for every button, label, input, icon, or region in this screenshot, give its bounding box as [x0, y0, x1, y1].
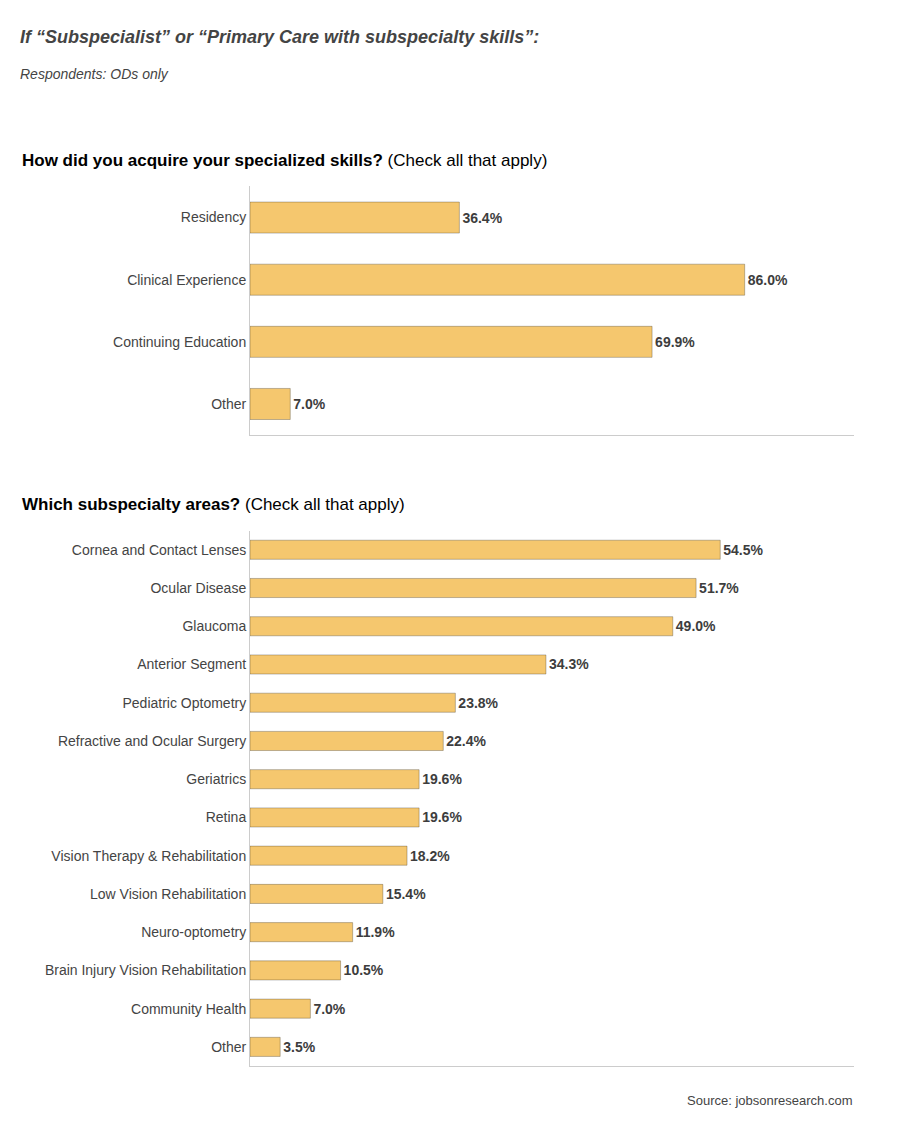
- svg-text:54.5%: 54.5%: [723, 542, 763, 558]
- svg-text:10.5%: 10.5%: [344, 962, 384, 978]
- svg-text:18.2%: 18.2%: [410, 848, 450, 864]
- svg-text:Cornea and Contact Lenses: Cornea and Contact Lenses: [72, 542, 246, 558]
- svg-text:34.3%: 34.3%: [549, 656, 589, 672]
- svg-text:22.4%: 22.4%: [446, 733, 486, 749]
- svg-text:Pediatric Optometry: Pediatric Optometry: [122, 695, 246, 711]
- svg-text:Ocular Disease: Ocular Disease: [150, 580, 246, 596]
- svg-text:69.9%: 69.9%: [655, 334, 695, 350]
- svg-text:Source: jobsonresearch.com: Source: jobsonresearch.com: [687, 1093, 852, 1108]
- svg-text:11.9%: 11.9%: [356, 924, 395, 940]
- svg-text:Glaucoma: Glaucoma: [182, 618, 246, 634]
- svg-text:Clinical Experience: Clinical Experience: [127, 272, 246, 288]
- svg-text:Low Vision Rehabilitation: Low Vision Rehabilitation: [90, 886, 246, 902]
- svg-text:Which subspecialty areas? (Che: Which subspecialty areas? (Check all tha…: [22, 495, 405, 514]
- svg-text:19.6%: 19.6%: [422, 809, 462, 825]
- svg-text:7.0%: 7.0%: [313, 1001, 345, 1017]
- svg-text:15.4%: 15.4%: [386, 886, 426, 902]
- svg-text:Residency: Residency: [181, 209, 246, 225]
- svg-text:23.8%: 23.8%: [458, 695, 498, 711]
- svg-text:Anterior Segment: Anterior Segment: [137, 656, 246, 672]
- svg-text:Respondents: ODs only: Respondents: ODs only: [20, 66, 169, 82]
- svg-text:Refractive and Ocular Surgery: Refractive and Ocular Surgery: [58, 733, 246, 749]
- svg-text:Continuing Education: Continuing Education: [113, 334, 246, 350]
- svg-text:86.0%: 86.0%: [748, 272, 788, 288]
- svg-text:Brain Injury Vision Rehabilita: Brain Injury Vision Rehabilitation: [45, 962, 246, 978]
- svg-text:7.0%: 7.0%: [293, 396, 325, 412]
- svg-text:Geriatrics: Geriatrics: [186, 771, 246, 787]
- svg-text:3.5%: 3.5%: [283, 1039, 315, 1055]
- svg-text:Retina: Retina: [206, 809, 247, 825]
- svg-text:Other: Other: [211, 1039, 246, 1055]
- svg-text:51.7%: 51.7%: [699, 580, 739, 596]
- svg-text:Other: Other: [211, 396, 246, 412]
- svg-text:Neuro-optometry: Neuro-optometry: [141, 924, 246, 940]
- svg-text:If “Subspecialist” or “Primary: If “Subspecialist” or “Primary Care with…: [20, 27, 539, 47]
- svg-text:How did you acquire your speci: How did you acquire your specialized ski…: [22, 151, 547, 170]
- svg-text:36.4%: 36.4%: [462, 210, 502, 226]
- svg-text:Vision Therapy & Rehabilitatio: Vision Therapy & Rehabilitation: [51, 848, 246, 864]
- svg-text:19.6%: 19.6%: [422, 771, 462, 787]
- svg-text:49.0%: 49.0%: [676, 618, 716, 634]
- svg-text:Community Health: Community Health: [131, 1001, 246, 1017]
